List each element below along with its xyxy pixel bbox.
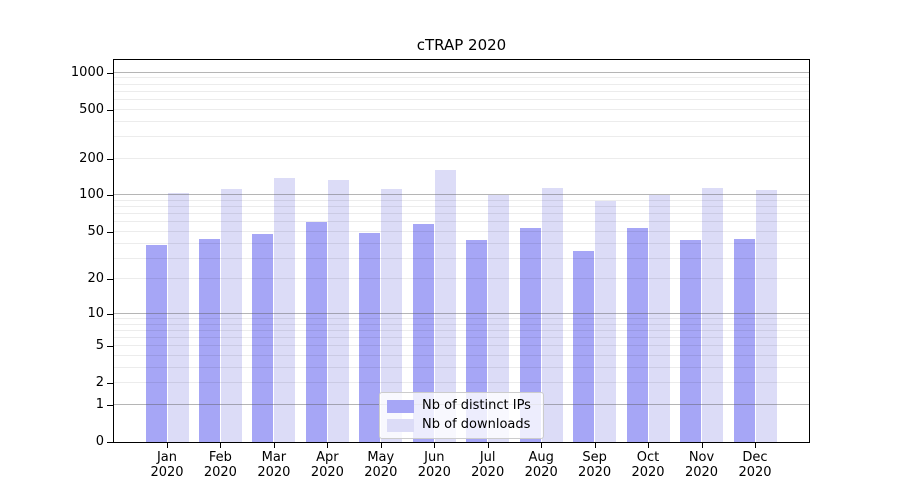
x-tick-mark	[648, 443, 649, 448]
x-tick-mark	[327, 443, 328, 448]
y-tick-label: 100	[79, 187, 104, 203]
bar-downloads-dec-2020	[755, 189, 777, 442]
bar-ips-sep-2020	[573, 250, 595, 442]
bar-downloads-sep-2020	[595, 200, 617, 442]
legend-swatch-distinct-ips-icon	[387, 399, 414, 413]
x-tick-label: Mar 2020	[257, 450, 291, 480]
y-tick-mark	[107, 232, 113, 233]
y-tick-mark	[107, 73, 113, 74]
bar-downloads-nov-2020	[702, 188, 723, 442]
x-tick-mark	[702, 443, 703, 448]
plot-area: Nb of distinct IPs Nb of downloads	[113, 59, 810, 443]
bar-ips-jun-2020	[412, 224, 434, 442]
x-tick-label: Jul 2020	[471, 450, 505, 480]
bar-downloads-jul-2020	[488, 194, 510, 442]
y-tick-label: 1000	[70, 64, 104, 80]
x-tick-label: Dec 2020	[738, 450, 772, 480]
y-tick-mark	[107, 442, 113, 443]
x-tick-mark	[434, 443, 435, 448]
x-tick-label: Apr 2020	[310, 450, 344, 480]
bar-ips-mar-2020	[252, 234, 274, 442]
y-tick-label: 50	[87, 223, 104, 239]
legend-item-distinct-ips: Nb of distinct IPs	[387, 398, 531, 414]
y-tick-label: 2	[95, 375, 104, 391]
y-tick-label: 5	[95, 338, 104, 354]
bar-downloads-feb-2020	[221, 188, 242, 442]
y-tick-label: 0	[95, 434, 104, 449]
bar-ips-feb-2020	[199, 238, 220, 442]
bar-downloads-jan-2020	[167, 192, 189, 442]
y-tick-mark	[107, 314, 113, 315]
y-tick-mark	[107, 405, 113, 406]
x-tick-label: Jun 2020	[417, 450, 451, 480]
y-tick-label: 1	[95, 397, 104, 412]
bar-downloads-apr-2020	[327, 180, 349, 442]
bar-ips-dec-2020	[733, 238, 755, 442]
x-tick-mark	[755, 443, 756, 448]
x-tick-mark	[274, 443, 275, 448]
y-tick-label: 10	[87, 305, 104, 321]
x-tick-label: Feb 2020	[203, 450, 237, 480]
bar-ips-apr-2020	[305, 222, 327, 442]
bars-layer	[114, 60, 809, 442]
chart-title: cTRAP 2020	[416, 36, 507, 54]
y-tick-mark	[107, 383, 113, 384]
bar-downloads-oct-2020	[648, 194, 670, 442]
bar-downloads-mar-2020	[274, 177, 296, 442]
bar-downloads-aug-2020	[541, 187, 563, 442]
legend-label-distinct-ips: Nb of distinct IPs	[422, 398, 531, 413]
x-tick-mark	[220, 443, 221, 448]
y-tick-mark	[107, 279, 113, 280]
bar-ips-oct-2020	[626, 227, 648, 442]
x-tick-label: Sep 2020	[578, 450, 612, 480]
legend: Nb of distinct IPs Nb of downloads	[379, 392, 544, 439]
y-tick-label: 20	[87, 271, 104, 287]
legend-item-downloads: Nb of downloads	[387, 417, 531, 433]
bar-ips-jul-2020	[466, 239, 488, 442]
bar-ips-may-2020	[359, 232, 381, 442]
bar-ips-aug-2020	[519, 227, 541, 442]
legend-swatch-downloads-icon	[387, 418, 414, 432]
y-tick-label: 500	[79, 101, 104, 117]
x-tick-mark	[167, 443, 168, 448]
y-tick-mark	[107, 195, 113, 196]
y-tick-mark	[107, 110, 113, 111]
x-tick-label: Aug 2020	[524, 450, 558, 480]
bar-downloads-jun-2020	[434, 170, 456, 442]
bar-ips-jan-2020	[145, 244, 167, 442]
x-tick-label: Nov 2020	[684, 450, 719, 480]
bar-ips-nov-2020	[680, 239, 701, 442]
bar-downloads-may-2020	[381, 188, 403, 442]
x-tick-label: Oct 2020	[631, 450, 665, 480]
x-tick-label: Jan 2020	[150, 450, 184, 480]
x-tick-mark	[488, 443, 489, 448]
y-tick-label: 200	[79, 150, 104, 166]
x-tick-mark	[381, 443, 382, 448]
x-tick-label: May 2020	[364, 450, 398, 480]
x-tick-mark	[541, 443, 542, 448]
x-tick-mark	[595, 443, 596, 448]
y-tick-mark	[107, 159, 113, 160]
legend-label-downloads: Nb of downloads	[422, 417, 531, 432]
y-tick-mark	[107, 346, 113, 347]
